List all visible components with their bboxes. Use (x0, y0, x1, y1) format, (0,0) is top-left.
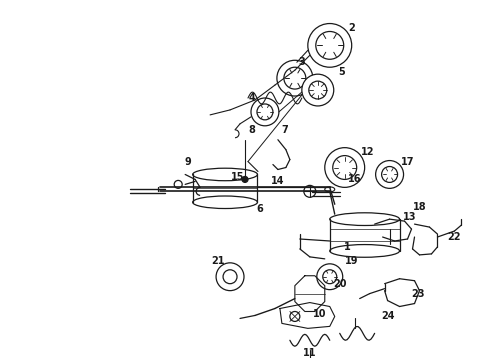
Text: 8: 8 (248, 125, 255, 135)
Circle shape (316, 31, 343, 59)
Circle shape (223, 270, 237, 284)
Text: 4: 4 (248, 93, 255, 103)
Circle shape (174, 180, 182, 188)
Text: 15: 15 (231, 172, 245, 183)
Circle shape (308, 23, 352, 67)
Circle shape (302, 74, 334, 106)
Circle shape (325, 148, 365, 187)
Text: 1: 1 (344, 242, 351, 252)
Text: 12: 12 (361, 147, 374, 157)
Ellipse shape (325, 187, 335, 192)
Text: 13: 13 (403, 212, 416, 222)
Text: 20: 20 (333, 279, 346, 289)
Text: 6: 6 (257, 204, 263, 214)
Text: 10: 10 (313, 310, 326, 319)
Text: 16: 16 (348, 175, 362, 184)
Circle shape (309, 81, 327, 99)
Text: 17: 17 (401, 157, 414, 167)
Circle shape (376, 161, 404, 188)
Text: 14: 14 (271, 176, 285, 186)
Text: 11: 11 (303, 348, 317, 358)
Text: 2: 2 (348, 23, 355, 33)
Circle shape (284, 67, 306, 89)
Text: 21: 21 (211, 256, 225, 266)
Ellipse shape (330, 213, 399, 225)
Text: 19: 19 (345, 256, 359, 266)
Text: 24: 24 (381, 311, 394, 321)
Circle shape (304, 185, 316, 197)
Text: 22: 22 (448, 232, 461, 242)
Text: 23: 23 (411, 289, 424, 298)
Circle shape (251, 98, 279, 126)
Circle shape (382, 167, 397, 183)
Text: 3: 3 (298, 57, 305, 67)
Circle shape (323, 270, 337, 284)
Circle shape (216, 263, 244, 291)
Text: 18: 18 (413, 202, 426, 212)
Text: 9: 9 (185, 157, 192, 167)
Ellipse shape (193, 168, 257, 181)
Circle shape (317, 264, 343, 290)
Circle shape (333, 156, 357, 179)
Circle shape (277, 60, 313, 96)
Text: 7: 7 (282, 125, 288, 135)
Ellipse shape (193, 196, 257, 208)
Text: 5: 5 (339, 67, 345, 77)
Circle shape (257, 104, 273, 120)
Ellipse shape (330, 244, 399, 257)
Circle shape (290, 311, 300, 321)
Circle shape (242, 176, 248, 183)
